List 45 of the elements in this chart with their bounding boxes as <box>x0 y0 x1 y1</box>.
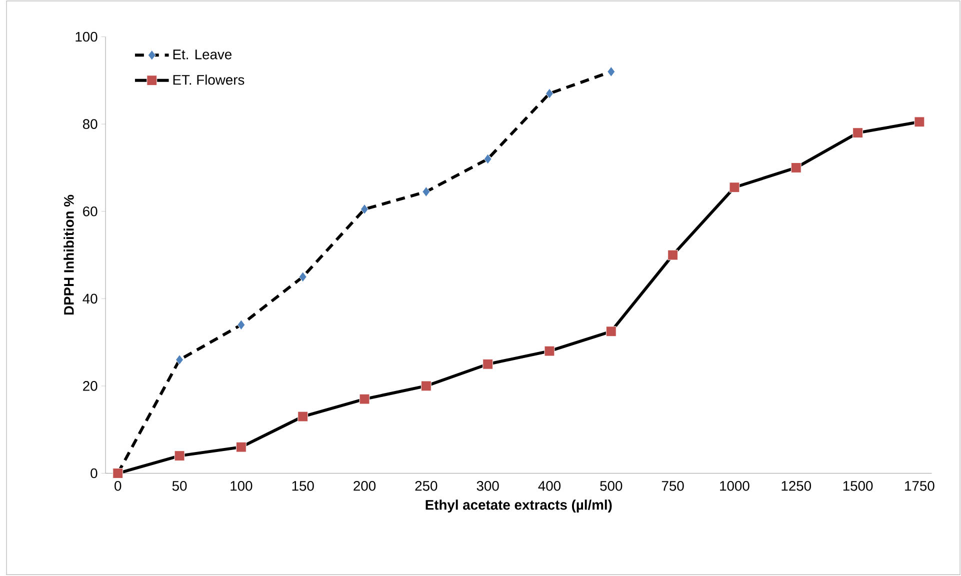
x-tick-label: 300 <box>476 481 499 491</box>
point <box>544 346 555 356</box>
x-tick-label: 400 <box>538 481 561 491</box>
point <box>607 66 616 78</box>
point <box>914 116 925 128</box>
x-tick-label: 0 <box>114 481 122 491</box>
y-axis-title: DPPH Inhibition % <box>64 195 74 315</box>
legend-label: ET. Flowers <box>173 74 244 85</box>
x-tick-label: 100 <box>230 481 252 491</box>
y-tick-label: 40 <box>82 294 98 304</box>
point <box>237 320 246 330</box>
point <box>606 326 616 337</box>
point <box>360 204 368 215</box>
x-tick-label: 50 <box>172 481 187 491</box>
y-tick-label: 80 <box>82 119 98 130</box>
x-tick-label: 1500 <box>843 481 873 491</box>
x-tick-label: 1250 <box>782 481 812 491</box>
x-tick-label: 500 <box>600 481 622 491</box>
y-tick-label: 20 <box>83 381 98 392</box>
x-tick-label: 250 <box>415 481 438 491</box>
point <box>298 272 307 282</box>
point <box>176 354 184 366</box>
x-tick-label: 1000 <box>720 481 750 491</box>
x-tick-label: 1750 <box>905 481 934 491</box>
y-tick-label: 60 <box>83 206 98 216</box>
point <box>359 394 370 404</box>
y-tick-label: 100 <box>76 32 98 42</box>
point <box>484 154 492 164</box>
point <box>790 162 802 174</box>
x-tick-label: 150 <box>292 481 314 491</box>
point <box>668 250 678 260</box>
x-tick-label: 200 <box>354 481 376 491</box>
point <box>482 359 494 370</box>
point <box>420 380 432 392</box>
x-axis-title: Ethyl acetate extracts (µl/ml) <box>426 500 612 513</box>
point <box>546 88 554 99</box>
point <box>852 128 864 138</box>
point <box>174 450 185 462</box>
point <box>422 186 430 198</box>
y-tick-label: 0 <box>90 468 98 478</box>
legend-label: Et. Leave <box>173 50 232 60</box>
point <box>236 442 246 452</box>
point <box>298 411 308 422</box>
point <box>729 182 740 193</box>
x-tick-label: 750 <box>662 481 684 491</box>
